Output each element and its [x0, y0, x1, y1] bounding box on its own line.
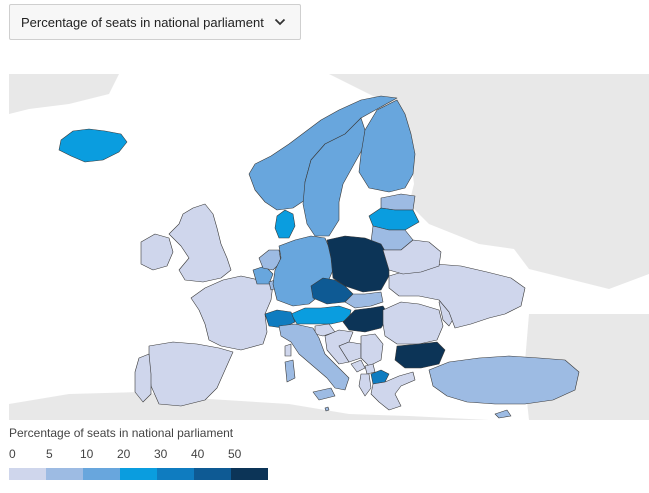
legend-tick: 0	[9, 447, 16, 461]
legend-swatch	[9, 468, 46, 480]
legend-tick: 40	[191, 447, 205, 461]
country-greece[interactable]	[370, 371, 416, 411]
country-denmark[interactable]	[274, 209, 296, 239]
countries	[58, 95, 580, 419]
legend-color-scale	[9, 468, 268, 480]
country-uk[interactable]	[168, 203, 232, 283]
legend-swatch	[46, 468, 83, 480]
legend-tick: 10	[80, 447, 94, 461]
chevron-down-icon	[274, 18, 285, 26]
indicator-dropdown[interactable]: Percentage of seats in national parliame…	[9, 4, 301, 40]
country-albania[interactable]	[358, 373, 372, 397]
indicator-dropdown-label: Percentage of seats in national parliame…	[21, 14, 264, 30]
legend-tick: 50	[228, 447, 242, 461]
country-malta[interactable]	[324, 406, 330, 412]
legend-title: Percentage of seats in national parliame…	[9, 426, 234, 440]
country-romania[interactable]	[382, 301, 444, 345]
legend-tick: 5	[46, 447, 53, 461]
country-north-macedonia[interactable]	[370, 369, 390, 385]
legend-swatch	[83, 468, 120, 480]
country-montenegro[interactable]	[350, 359, 366, 373]
country-ireland[interactable]	[140, 233, 174, 271]
legend-tick: 20	[117, 447, 131, 461]
country-italy[interactable]	[278, 323, 350, 391]
country-turkey[interactable]	[428, 355, 580, 405]
country-portugal[interactable]	[134, 353, 152, 403]
country-poland[interactable]	[326, 235, 390, 293]
country-sweden[interactable]	[302, 117, 366, 237]
country-bulgaria[interactable]	[394, 341, 446, 369]
country-norway[interactable]	[248, 95, 398, 211]
country-sicily[interactable]	[312, 387, 336, 401]
legend-swatch	[231, 468, 268, 480]
country-switzerland[interactable]	[264, 309, 296, 329]
country-iceland[interactable]	[58, 128, 128, 163]
country-finland[interactable]	[358, 99, 416, 193]
country-serbia[interactable]	[360, 333, 384, 367]
country-sardinia[interactable]	[284, 359, 296, 383]
legend-swatch	[157, 468, 194, 480]
legend-tick: 30	[154, 447, 168, 461]
legend-swatch	[120, 468, 157, 480]
country-corsica[interactable]	[284, 343, 292, 357]
country-kosovo[interactable]	[364, 363, 376, 375]
legend-swatch	[194, 468, 231, 480]
country-france[interactable]	[190, 275, 274, 351]
europe-map[interactable]	[9, 74, 649, 420]
country-belarus[interactable]	[382, 239, 442, 275]
country-ukraine[interactable]	[388, 263, 526, 329]
country-cyprus[interactable]	[494, 409, 512, 419]
country-slovakia[interactable]	[344, 291, 384, 309]
